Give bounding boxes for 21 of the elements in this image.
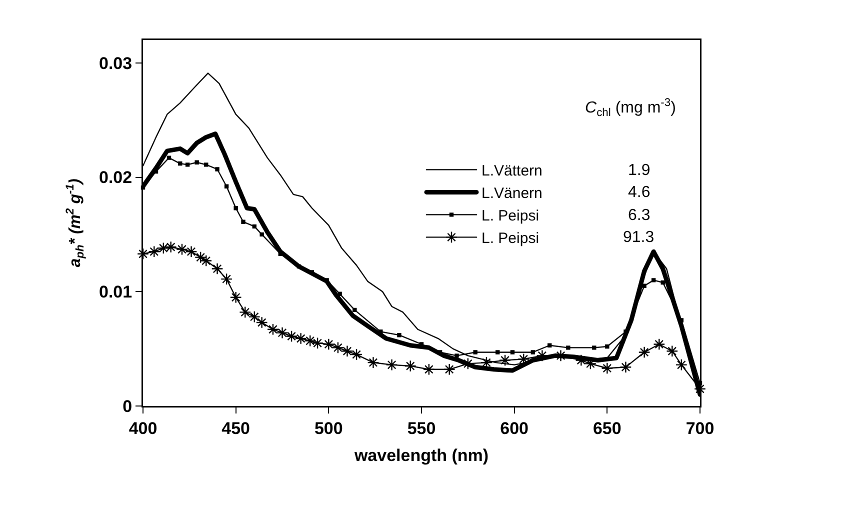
x-tick-label: 600 <box>500 418 529 438</box>
y-tick-label: 0 <box>122 396 132 416</box>
annotation: 1.9 <box>628 162 650 179</box>
x-tick-label: 550 <box>407 418 436 438</box>
x-axis-title: wavelength (nm) <box>353 446 489 466</box>
annotation: 4.6 <box>628 184 650 201</box>
y-tick-label: 0.02 <box>99 168 132 188</box>
x-tick-label: 700 <box>686 418 714 438</box>
x-tick-label: 500 <box>314 418 343 438</box>
x-tick-label: 400 <box>128 418 158 438</box>
y-tick-label: 0.01 <box>99 282 132 302</box>
y-tick-label: 0.03 <box>99 54 132 73</box>
legend-label: L. Peipsi <box>482 208 540 225</box>
legend-title: C$_{chl}$ (mg m$^{-3}$) <box>585 97 676 120</box>
legend-label: L.Vänern <box>482 185 542 202</box>
annotation: 6.3 <box>628 207 650 224</box>
legend-label: L.Vättern <box>482 162 542 180</box>
x-tick-label: 650 <box>592 418 622 438</box>
annotation: 91.3 <box>623 229 654 246</box>
legend-label: L. Peipsi <box>482 230 540 248</box>
x-tick-label: 450 <box>222 418 250 438</box>
